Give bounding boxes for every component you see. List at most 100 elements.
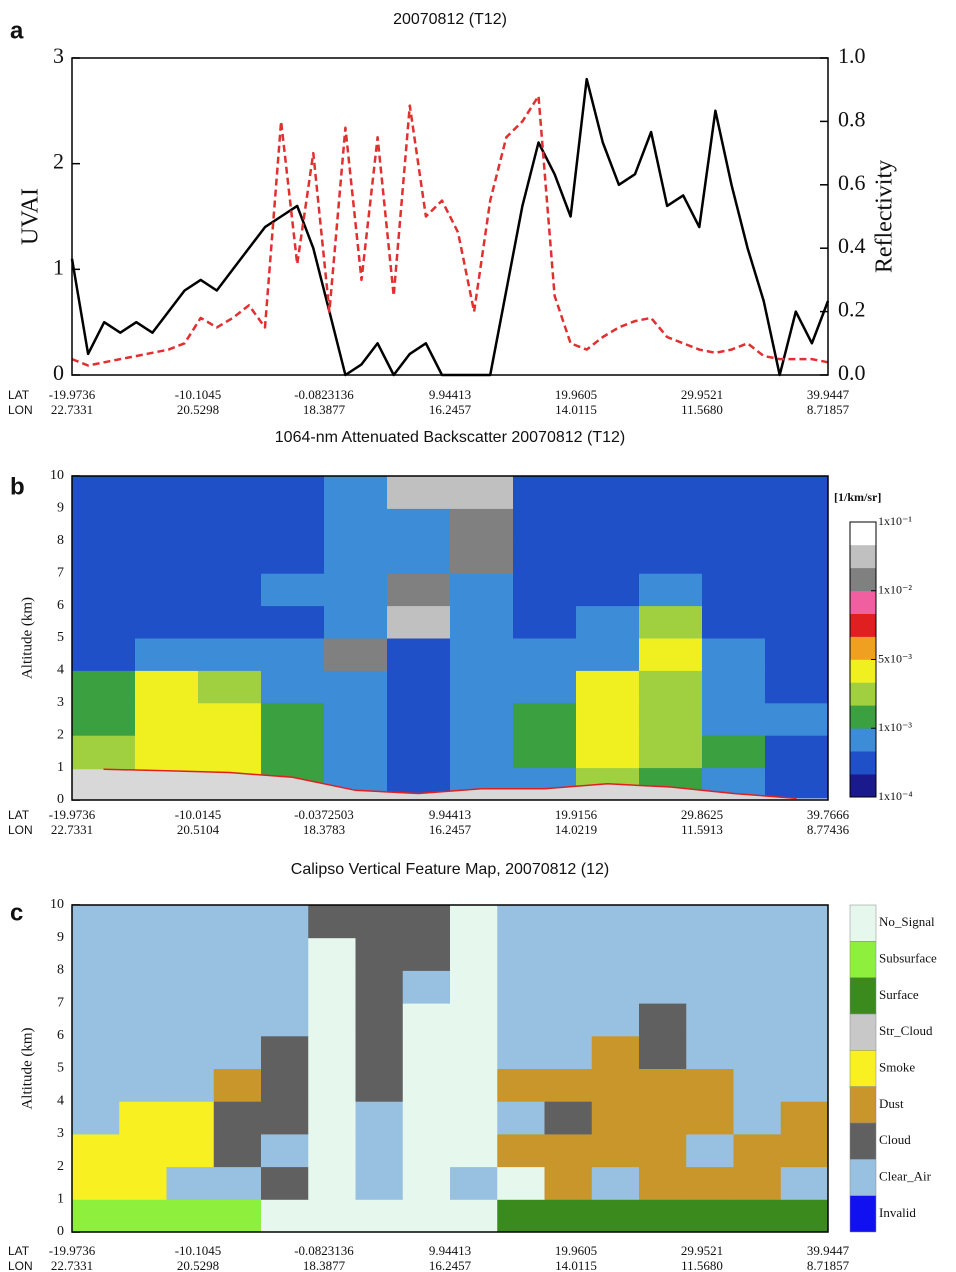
- y-tick-label: 6: [57, 598, 64, 613]
- heat-cell: [72, 476, 136, 509]
- class-cell: [72, 1068, 120, 1102]
- class-cell: [213, 1035, 262, 1069]
- heat-cell: [135, 573, 199, 607]
- heat-cell: [72, 670, 136, 704]
- heat-cell: [639, 670, 703, 704]
- heat-cell: [576, 508, 640, 542]
- heat-cell: [135, 476, 199, 509]
- y-tick-label: 8: [57, 533, 64, 548]
- heat-cell: [513, 735, 577, 769]
- lon-tick-label: 18.3877: [303, 402, 346, 417]
- lon-tick-label: 8.71857: [807, 1258, 850, 1272]
- heat-cell: [387, 670, 451, 704]
- surface-fill: [72, 769, 828, 800]
- class-cell: [450, 1003, 498, 1037]
- heat-cell: [576, 638, 640, 671]
- legend-label: Cloud: [879, 1132, 911, 1147]
- data-line: [70, 77, 830, 377]
- class-cell: [308, 1035, 356, 1069]
- heat-cell: [639, 735, 703, 769]
- plot-frame: [71, 475, 829, 801]
- heat-cell: [450, 508, 514, 542]
- heat-cell: [513, 702, 577, 736]
- class-cell: [119, 970, 167, 1004]
- class-cell: [780, 1166, 829, 1200]
- class-cell: [213, 937, 262, 971]
- lon-tick-label: 16.2457: [429, 822, 472, 837]
- heat-cell: [135, 702, 199, 736]
- heat-cell: [135, 540, 199, 574]
- legend-label: Dust: [879, 1096, 904, 1111]
- heat-cell: [576, 735, 640, 769]
- lon-tick-label: 11.5913: [681, 822, 723, 837]
- class-cell: [166, 937, 215, 971]
- legend-label: Smoke: [879, 1059, 915, 1074]
- colorbar-band: [850, 751, 876, 775]
- heat-cell: [702, 573, 766, 607]
- class-cell: [119, 1199, 167, 1233]
- class-cell: [355, 970, 404, 1004]
- class-cell: [308, 1101, 356, 1135]
- heat-cell: [513, 573, 577, 607]
- colorbar-tick-label: 1x10⁻²: [878, 583, 912, 597]
- class-cell: [402, 1199, 451, 1233]
- heat-cell: [72, 540, 136, 574]
- heat-cell: [72, 573, 136, 607]
- chart-title: Calipso Vertical Feature Map, 20070812 (…: [291, 861, 609, 878]
- class-cell: [450, 1035, 498, 1069]
- class-cell: [450, 1166, 498, 1200]
- heat-cell: [387, 508, 451, 542]
- class-cell: [72, 1101, 120, 1135]
- colorbar-band: [850, 590, 876, 614]
- y-tick-label: 10: [50, 468, 64, 483]
- class-cell: [544, 905, 593, 939]
- lat-tick-label: 39.7666: [807, 807, 850, 822]
- class-cell: [639, 970, 687, 1004]
- class-cell: [402, 1003, 451, 1037]
- class-cell: [733, 1068, 782, 1102]
- class-cell: [355, 1003, 404, 1037]
- lon-tick-label: 20.5298: [177, 402, 219, 417]
- class-cell: [166, 970, 215, 1004]
- class-cell: [450, 1133, 498, 1168]
- class-cell: [166, 1166, 215, 1200]
- class-cell: [639, 1166, 687, 1200]
- class-cell: [119, 937, 167, 971]
- legend-swatch: [849, 1050, 877, 1087]
- y-tick-label: 0: [53, 360, 64, 385]
- lat-tick-label: -0.0823136: [294, 1243, 354, 1258]
- lon-tick-label: 22.7331: [51, 402, 93, 417]
- class-cell: [308, 1199, 356, 1233]
- heat-cell: [261, 670, 325, 704]
- legend-swatch: [849, 1086, 877, 1124]
- colorbar-band: [850, 636, 876, 660]
- class-cell: [213, 1101, 262, 1135]
- class-cell: [780, 1068, 829, 1102]
- class-cell: [72, 905, 120, 939]
- lon-tick-label: 11.5680: [681, 1258, 723, 1272]
- heat-cell: [765, 702, 829, 736]
- lat-tick-label: 19.9605: [555, 1243, 597, 1258]
- class-cell: [591, 1133, 640, 1168]
- heat-cell: [513, 508, 577, 542]
- class-cell: [355, 937, 404, 971]
- class-cell: [591, 1166, 640, 1200]
- class-cell: [686, 1068, 734, 1102]
- class-cell: [308, 1003, 356, 1037]
- heat-cell: [639, 540, 703, 574]
- class-cell: [733, 1133, 782, 1168]
- class-cell: [686, 1166, 734, 1200]
- lon-tick-label: 18.3783: [303, 822, 345, 837]
- class-cell: [402, 970, 451, 1004]
- class-cell: [780, 1199, 829, 1233]
- heat-cell: [513, 476, 577, 509]
- class-cell: [780, 1035, 829, 1069]
- class-cell: [733, 1199, 782, 1233]
- class-cell: [544, 1003, 593, 1037]
- heat-cell: [198, 735, 262, 769]
- surface-line: [103, 768, 797, 800]
- panel-letter: a: [10, 17, 24, 44]
- plot-frame: [71, 904, 829, 1233]
- heat-cell: [198, 476, 262, 509]
- lon-tick-label: 14.0115: [555, 402, 597, 417]
